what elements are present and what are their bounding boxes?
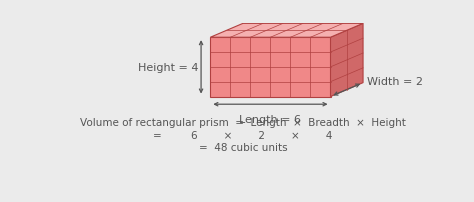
Text: Length = 6: Length = 6 [239,115,301,125]
Text: =         6        ×        2        ×        4: = 6 × 2 × 4 [153,130,333,140]
Polygon shape [330,24,363,97]
Text: Width = 2: Width = 2 [367,77,423,87]
Polygon shape [210,24,363,38]
Polygon shape [210,38,330,97]
Text: =  48 cubic units: = 48 cubic units [199,142,287,152]
Text: Height = 4: Height = 4 [137,63,198,73]
Text: Volume of rectangular prism  =  Length  ×  Breadth  ×  Height: Volume of rectangular prism = Length × B… [80,117,406,127]
